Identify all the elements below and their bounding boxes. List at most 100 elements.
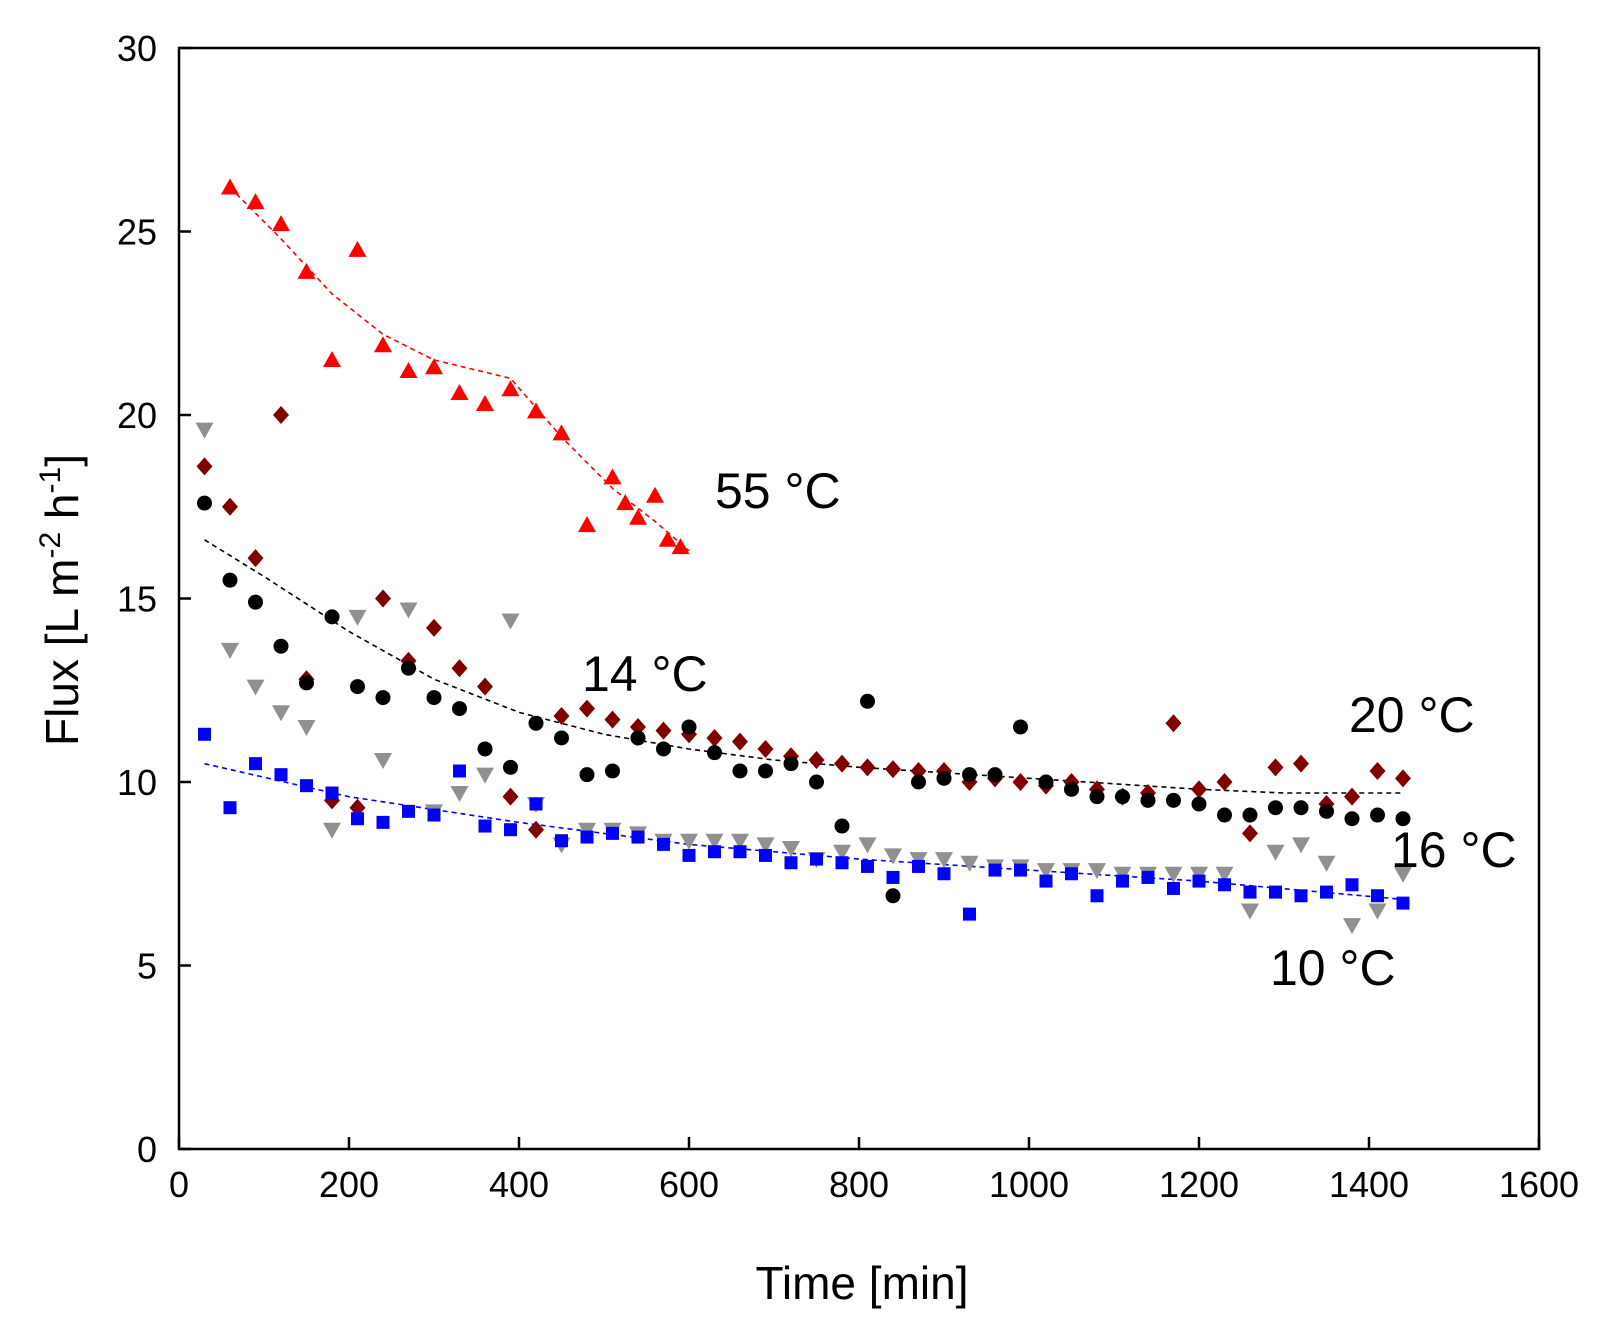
series-label-20c: 20 °C [1349, 687, 1475, 743]
point-16c-3 [272, 705, 290, 722]
point-10c-28 [912, 859, 925, 873]
point-14c-6 [349, 798, 366, 817]
point-20c-0 [197, 495, 212, 511]
point-16c-26 [858, 837, 877, 854]
point-10c-22 [759, 848, 772, 862]
point-55c-12 [527, 402, 545, 419]
point-55c-8 [425, 358, 443, 375]
point-10c-36 [1116, 874, 1129, 888]
series-label-16c: 16 °C [1391, 822, 1517, 878]
axes: 0 200 400 600 800 1000 1200 1400 1600 0 5 10 15 20 25 3… [117, 28, 1579, 1205]
point-14c-13 [528, 820, 544, 839]
data-markers [195, 178, 1412, 935]
x-tick-label-0: 0 [169, 1164, 189, 1205]
point-14c-24 [808, 750, 825, 769]
point-55c-0 [221, 178, 239, 195]
point-10c-8 [402, 804, 415, 818]
point-20c-22 [758, 763, 773, 779]
point-20c-6 [350, 679, 365, 695]
point-14c-46 [1369, 761, 1386, 780]
point-16c-12 [501, 613, 520, 630]
x-tick-label-3: 600 [659, 1164, 719, 1205]
point-55c-5 [348, 240, 367, 257]
point-20c-15 [579, 767, 595, 783]
point-10c-43 [1294, 889, 1308, 903]
point-10c-14 [555, 834, 568, 848]
point-10c-47 [1396, 896, 1410, 910]
point-14c-45 [1344, 787, 1360, 806]
trend-line-20c [204, 539, 1403, 794]
point-10c-9 [427, 808, 441, 822]
point-14c-38 [1165, 714, 1182, 733]
point-16c-0 [195, 422, 214, 439]
point-16c-21 [731, 833, 749, 850]
point-20c-14 [554, 730, 569, 746]
point-55c-11 [501, 380, 520, 397]
point-16c-27 [884, 848, 902, 865]
point-16c-11 [476, 767, 494, 784]
x-tick-label-2: 400 [489, 1164, 549, 1205]
point-20c-26 [860, 693, 875, 709]
point-14c-22 [757, 739, 774, 758]
point-16c-35 [1088, 863, 1106, 880]
x-tick-label-8: 1600 [1499, 1164, 1579, 1205]
point-20c-9 [426, 690, 442, 706]
x-tick-label-4: 800 [829, 1164, 889, 1205]
series-label-55c: 55 °C [715, 463, 841, 519]
point-10c-13 [529, 797, 543, 811]
point-14c-3 [273, 406, 289, 424]
point-20c-44 [1319, 803, 1334, 819]
point-16c-7 [374, 752, 392, 769]
point-20c-36 [1115, 789, 1130, 805]
point-55c-1 [246, 193, 265, 210]
point-10c-44 [1320, 885, 1333, 899]
point-55c-19 [658, 530, 677, 547]
point-55c-13 [552, 424, 571, 441]
x-tick-label-5: 1000 [989, 1164, 1069, 1205]
point-14c-17 [630, 717, 646, 736]
point-20c-33 [1038, 774, 1054, 790]
series-label-10c: 10 °C [1270, 940, 1396, 996]
y-tick-label-6: 30 [117, 28, 157, 69]
point-10c-1 [223, 801, 237, 815]
point-16c-38 [1164, 866, 1183, 883]
point-10c-6 [351, 812, 364, 826]
point-20c-2 [248, 594, 263, 610]
point-55c-16 [616, 494, 635, 511]
point-10c-40 [1218, 878, 1231, 892]
point-20c-16 [605, 763, 620, 779]
y-tick-label-2: 10 [117, 762, 157, 803]
point-10c-35 [1090, 889, 1104, 903]
point-10c-19 [682, 848, 696, 862]
point-10c-2 [249, 757, 262, 771]
point-20c-24 [809, 774, 824, 790]
point-10c-31 [988, 863, 1002, 877]
point-16c-33 [1037, 863, 1055, 880]
point-20c-45 [1344, 811, 1360, 827]
point-20c-20 [707, 745, 722, 761]
point-16c-44 [1317, 855, 1336, 872]
point-14c-41 [1242, 824, 1258, 843]
point-20c-11 [477, 741, 493, 757]
point-20c-39 [1191, 796, 1207, 812]
point-20c-4 [299, 675, 314, 691]
point-10c-29 [937, 867, 951, 881]
point-14c-40 [1216, 773, 1233, 791]
point-20c-8 [401, 660, 416, 676]
point-10c-3 [274, 768, 288, 782]
point-20c-42 [1268, 800, 1283, 816]
y-axis-label-end: ] [36, 454, 88, 467]
point-10c-26 [861, 859, 874, 873]
point-14c-43 [1293, 754, 1309, 773]
point-20c-21 [732, 763, 748, 779]
point-20c-34 [1064, 781, 1079, 797]
point-20c-28 [911, 774, 926, 790]
y-axis-label-sup-h: -1 [34, 467, 67, 494]
y-axis-label-main: Flux [L m [36, 559, 88, 746]
y-tick-label-0: 0 [137, 1129, 157, 1170]
point-16c-19 [680, 833, 698, 850]
point-10c-42 [1269, 885, 1282, 899]
point-14c-14 [553, 706, 570, 725]
point-20c-47 [1395, 811, 1411, 827]
